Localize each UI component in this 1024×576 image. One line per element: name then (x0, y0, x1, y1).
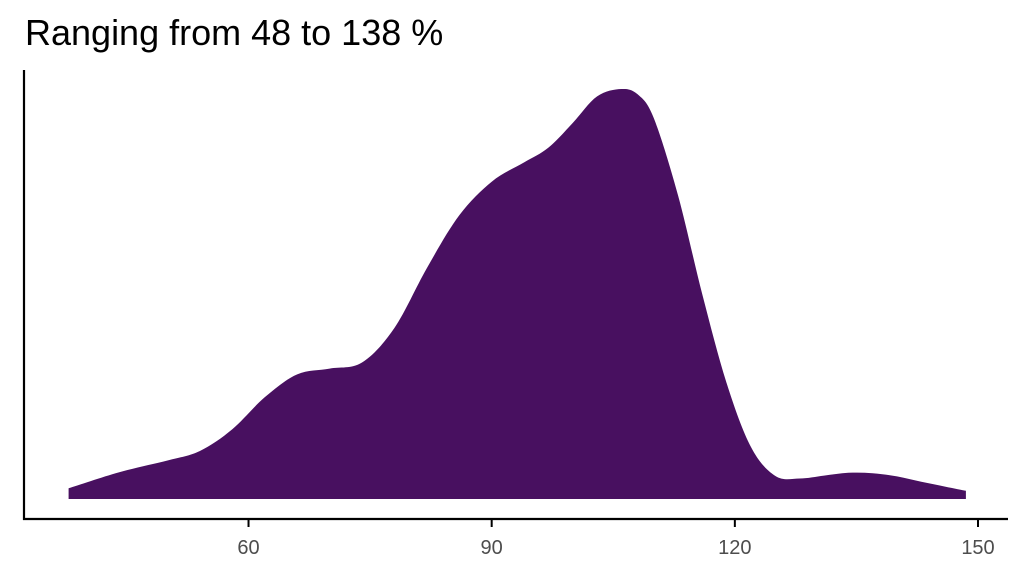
density-area (68, 88, 966, 499)
x-tick-label: 60 (237, 537, 259, 559)
x-tick-label: 90 (481, 537, 503, 559)
x-axis-ticks: 60 90 120 150 (237, 519, 995, 559)
x-tick-label: 120 (718, 537, 751, 559)
x-tick-label: 150 (961, 537, 994, 559)
chart-title: Ranging from 48 to 138 % (25, 12, 444, 53)
